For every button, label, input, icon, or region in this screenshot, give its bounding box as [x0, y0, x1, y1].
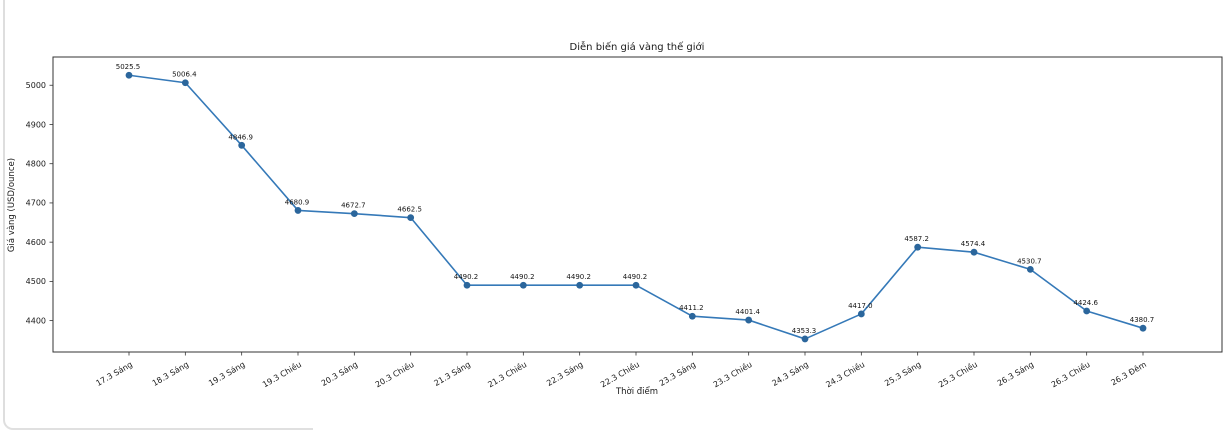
data-point	[294, 207, 302, 214]
x-tick-label: 21.3 Sáng	[432, 360, 472, 388]
data-point	[238, 141, 246, 149]
data-point-label: 4587.2	[904, 235, 929, 243]
data-point	[857, 310, 865, 318]
x-axis-label: Thời điểm	[615, 386, 658, 397]
x-tick-label: 24.3 Sáng	[770, 360, 810, 388]
y-tick-label: 4700	[26, 199, 46, 208]
y-tick-label: 4400	[26, 316, 46, 325]
data-point	[350, 210, 358, 218]
data-point	[576, 281, 584, 289]
x-tick-label: 21.3 Chiều	[486, 359, 528, 389]
data-point-label: 4490.2	[454, 273, 479, 281]
x-tick-label: 20.3 Sáng	[320, 360, 360, 388]
data-point	[1083, 307, 1091, 315]
data-point-label: 4380.7	[1130, 316, 1155, 324]
x-tick-label: 24.3 Chiều	[824, 359, 866, 389]
data-point-label: 4662.5	[397, 206, 422, 214]
y-tick-label: 4600	[26, 238, 46, 247]
x-tick-label: 23.3 Chiều	[711, 359, 753, 389]
data-point	[914, 243, 922, 251]
trend-line	[128, 74, 1144, 340]
x-tick-label: 26.3 Đêm	[1109, 359, 1148, 387]
plot-area: 4400 4500 4600 4700 4800 4900 5000 17.3 Sáng 18.…	[26, 56, 1223, 389]
x-tick-label: 26.3 Sáng	[996, 360, 1036, 388]
data-point	[632, 281, 640, 289]
x-tick-label: 26.3 Chiều	[1049, 359, 1091, 389]
data-point-label: 4353.3	[792, 327, 817, 335]
x-tick-label: 25.3 Chiều	[937, 359, 979, 389]
data-point	[463, 281, 471, 289]
data-point	[745, 316, 753, 324]
data-point-label: 4672.7	[341, 202, 366, 210]
data-point-label: 4424.6	[1073, 299, 1098, 307]
data-point-label: 4411.2	[679, 304, 704, 312]
data-point-label: 4490.2	[566, 273, 591, 281]
chart-title: Diễn biến giá vàng thế giới	[570, 40, 705, 53]
x-tick-label: 22.3 Chiều	[599, 359, 641, 389]
data-point-label: 4846.9	[228, 133, 253, 141]
data-point-label: 5006.4	[172, 71, 197, 79]
data-point-label: 4417.0	[848, 302, 873, 310]
data-point	[125, 71, 133, 79]
x-tick-label: 20.3 Chiều	[373, 359, 415, 389]
x-tick-label: 19.3 Chiều	[261, 359, 303, 389]
data-point	[1139, 324, 1147, 332]
data-point-label: 4401.4	[735, 308, 760, 316]
data-point	[688, 312, 696, 320]
y-tick-label: 5000	[26, 81, 46, 90]
x-tick-label: 25.3 Sáng	[883, 360, 923, 388]
data-point-label: 4680.9	[285, 198, 310, 206]
x-tick-label: 22.3 Sáng	[545, 360, 585, 388]
data-point	[1026, 265, 1034, 273]
y-tick-label: 4500	[26, 277, 46, 286]
data-point	[970, 248, 978, 256]
x-tick-label: 17.3 Sáng	[94, 360, 134, 388]
data-point	[519, 281, 527, 289]
data-point-label: 4490.2	[623, 273, 648, 281]
axes-frame	[52, 56, 1223, 353]
y-tick-label: 4900	[26, 120, 46, 129]
data-point-label: 4530.7	[1017, 257, 1042, 265]
data-point	[181, 79, 189, 87]
x-tick-label: 23.3 Sáng	[658, 360, 698, 388]
y-axis-label: Giá vàng (USD/ounce)	[7, 158, 17, 252]
x-tick-label: 19.3 Sáng	[207, 360, 247, 388]
data-point	[407, 214, 415, 222]
y-tick-label: 4800	[26, 160, 46, 169]
data-point-label: 4490.2	[510, 273, 535, 281]
data-point	[801, 335, 809, 343]
x-tick-label: 18.3 Sáng	[151, 360, 191, 388]
data-point-label: 5025.5	[116, 63, 141, 71]
data-point-label: 4574.4	[961, 240, 986, 248]
